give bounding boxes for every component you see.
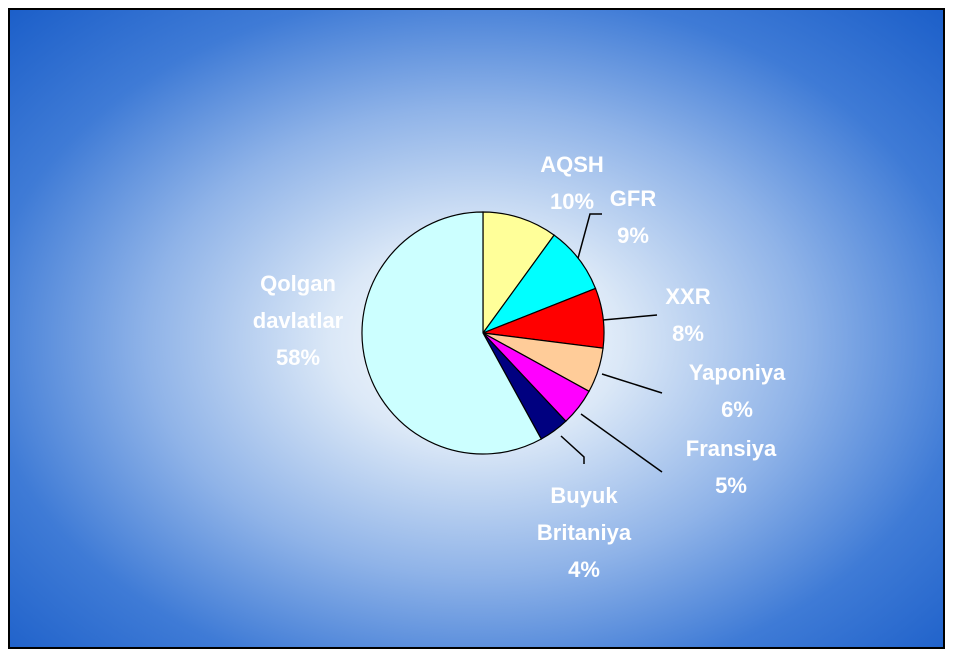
slice-label: Qolgan davlatlar 58% [233,265,363,376]
slice-name: GFR [609,186,657,211]
leader-line [580,413,663,473]
slice-name: Buyuk Britaniya [536,483,632,545]
pie-slice [361,211,543,455]
slice-label: Yaponiya 6% [689,354,786,428]
slice-value: 58% [275,345,321,370]
slice-label: Buyuk Britaniya 4% [519,477,649,588]
slice-value: 6% [721,397,753,422]
slice-name: Fransiya [685,436,777,461]
leader-line [576,213,602,263]
slice-name: XXR [665,284,711,309]
slice-name: AQSH [540,152,604,177]
slice-value: 9% [617,223,649,248]
slice-label: XXR 8% [665,278,710,352]
slice-value: 5% [715,473,747,498]
slice-value: 10% [549,189,595,214]
slice-value: 8% [672,321,704,346]
leader-line [601,373,663,394]
slice-value: 4% [568,557,600,582]
leader-line [560,435,585,464]
leader-line [602,314,658,321]
slice-name: Qolgan davlatlar [252,271,344,333]
pie-slice [482,211,555,335]
slice-name: Yaponiya [688,360,786,385]
slice-label: GFR 9% [610,180,656,254]
slice-label: AQSH 10% [540,146,604,220]
leader-lines [560,213,663,473]
slice-label: Fransiya 5% [686,430,777,504]
